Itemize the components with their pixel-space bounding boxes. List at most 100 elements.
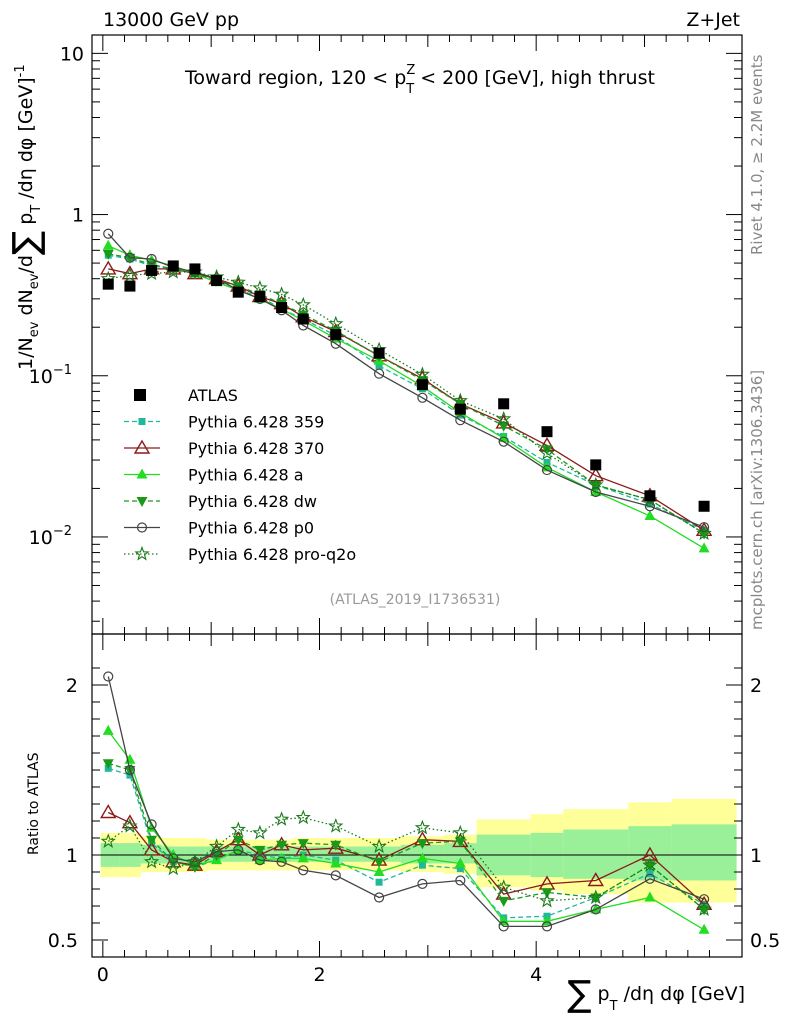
point-pythia-6-428-pro-q2o [696, 525, 712, 541]
point-pythia-6-428-dw [102, 249, 114, 260]
ratio-point-pythia-6-428-dw [232, 835, 244, 846]
ratio-point-pythia-6-428-dw [330, 840, 342, 851]
ratio-y-tick-label: 1 [66, 845, 78, 867]
atlas-data-point [416, 379, 428, 391]
ratio-point-pythia-6-428-dw [297, 839, 309, 850]
ratio-point-pythia-6-428-pro-q2o [122, 818, 138, 833]
ratio-point-pythia-6-428-p0 [276, 856, 287, 867]
ratio-point-pythia-6-428-a [416, 852, 428, 863]
legend-marker-pythia-6-428-370 [133, 439, 151, 454]
ratio-point-pythia-6-428-pro-q2o [642, 857, 658, 872]
ratio-line-pythia-6-428-pro-q2o [107, 816, 705, 910]
ratio-point-pythia-6-428-a [373, 866, 385, 876]
legend-label-pythia-6-428-pro-q2o: Pythia 6.428 pro-q2o [188, 545, 356, 564]
ratio-y-axis-label: Ratio to ATLAS [26, 752, 42, 855]
legend-marker-pythia-6-428-dw [136, 497, 148, 507]
atlas-data-point [454, 403, 466, 415]
ratio-point-pythia-6-428-a [454, 857, 466, 868]
ratio-point-pythia-6-428-dw [276, 840, 288, 851]
ratio-point-pythia-6-428-a [102, 724, 114, 735]
ratio-point-pythia-6-428-pro-q2o [273, 811, 290, 826]
ratio-point-pythia-6-428-pro-q2o [165, 860, 181, 876]
point-pythia-6-428-p0 [146, 253, 157, 265]
y-tick-label: 10−2 [29, 524, 72, 549]
ratio-y-tick-label-right: 2 [750, 675, 762, 697]
ratio-y-tick-label-right: 0.5 [750, 930, 780, 952]
ratio-y-tick-label: 0.5 [48, 930, 78, 952]
atlas-data-point [644, 490, 656, 502]
ratio-y-tick-label: 2 [66, 675, 78, 697]
legend-label-atlas: ATLAS [188, 386, 238, 405]
ratio-point-pythia-6-428-p0 [330, 870, 341, 881]
point-pythia-6-428-p0 [698, 522, 710, 533]
ratio-point-pythia-6-428-dw [698, 905, 710, 916]
legend-marker-pythia-6-428-p0 [136, 522, 148, 533]
ratio-point-pythia-6-428-pro-q2o [371, 838, 387, 854]
mcplots-reference-label: mcplots.cern.ch [arXiv:1306.3436] [748, 370, 766, 630]
uncertainty-band-inner [314, 846, 358, 862]
series-line-pythia-6-428-pro-q2o [108, 271, 705, 535]
plot-title: Toward region, 120 < pZ T < 200 [GeV], hi… [184, 63, 655, 97]
ratio-point-pythia-6-428-370 [587, 872, 604, 887]
ratio-point-pythia-6-428-pro-q2o [588, 889, 604, 905]
ratio-point-pythia-6-428-p0 [146, 819, 157, 830]
point-pythia-6-428-a [590, 486, 602, 497]
process-label: Z+Jet [686, 9, 740, 31]
y-tick-label: 10−1 [29, 363, 72, 388]
ratio-point-pythia-6-428-a [644, 891, 656, 902]
atlas-data-point [146, 264, 158, 276]
ratio-point-pythia-6-428-dw [146, 835, 158, 846]
legend-marker-pythia-6-428-359 [138, 418, 146, 425]
point-pythia-6-428-dw [541, 445, 553, 456]
ratio-point-pythia-6-428-p0 [498, 921, 509, 932]
point-pythia-6-428-pro-q2o [495, 410, 512, 426]
ratio-point-pythia-6-428-a [698, 923, 710, 934]
atlas-data-point [276, 302, 288, 314]
rivet-version-label: Rivet 4.1.0, ≥ 2.2M events [748, 54, 766, 255]
point-pythia-6-428-pro-q2o [122, 267, 138, 282]
point-pythia-6-428-370 [587, 467, 604, 482]
ratio-point-pythia-6-428-359 [456, 865, 464, 873]
atlas-data-point [124, 280, 136, 292]
atlas-data-point [232, 286, 244, 298]
ratio-point-pythia-6-428-p0 [233, 844, 244, 856]
point-pythia-6-428-p0 [417, 392, 428, 403]
ratio-point-pythia-6-428-p0 [103, 671, 114, 682]
ratio-point-pythia-6-428-pro-q2o [187, 853, 203, 869]
ratio-point-pythia-6-428-370 [121, 814, 139, 829]
legend-label-pythia-6-428-370: Pythia 6.428 370 [188, 439, 324, 458]
analysis-id: (ATLAS_2019_I1736531) [330, 592, 501, 608]
ratio-point-pythia-6-428-p0 [455, 875, 466, 886]
ratio-point-pythia-6-428-pro-q2o [143, 853, 160, 869]
ratio-point-pythia-6-428-a [330, 857, 342, 868]
ratio-point-pythia-6-428-dw [373, 857, 385, 868]
ratio-point-pythia-6-428-359 [375, 878, 383, 886]
point-pythia-6-428-pro-q2o [328, 315, 344, 331]
point-pythia-6-428-pro-q2o [588, 476, 604, 492]
y-tick-label: 1 [72, 205, 84, 227]
atlas-data-point [498, 398, 510, 410]
atlas-data-point [102, 278, 114, 290]
y-tick-label: 10 [60, 43, 84, 65]
atlas-data-point [297, 313, 309, 325]
ratio-point-pythia-6-428-dw [254, 845, 266, 856]
point-pythia-6-428-p0 [455, 415, 466, 426]
ratio-point-pythia-6-428-p0 [644, 873, 656, 884]
point-pythia-6-428-p0 [644, 501, 656, 512]
x-tick-label: 2 [313, 964, 325, 986]
ratio-point-pythia-6-428-p0 [124, 764, 136, 776]
atlas-data-point [373, 347, 385, 359]
ratio-point-pythia-6-428-pro-q2o [696, 901, 712, 916]
ratio-point-pythia-6-428-dw [590, 893, 602, 904]
point-pythia-6-428-370 [100, 260, 117, 275]
ratio-point-pythia-6-428-a [124, 753, 136, 764]
ratio-point-pythia-6-428-pro-q2o [452, 824, 469, 840]
legend-marker-atlas [134, 389, 146, 401]
ratio-point-pythia-6-428-p0 [417, 878, 428, 890]
legend-label-pythia-6-428-p0: Pythia 6.428 p0 [188, 519, 314, 538]
ratio-point-pythia-6-428-dw [102, 759, 114, 770]
point-pythia-6-428-dw [698, 529, 710, 540]
atlas-data-point [254, 291, 266, 303]
ratio-point-pythia-6-428-dw [454, 837, 466, 848]
ratio-point-pythia-6-428-a [297, 852, 309, 863]
